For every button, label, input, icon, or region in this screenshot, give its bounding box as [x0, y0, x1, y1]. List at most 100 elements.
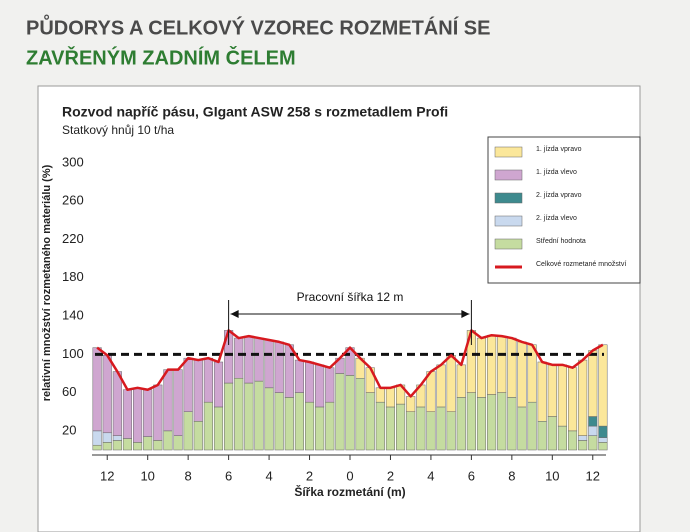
y-axis-label: relativní množství rozmetaného materiálu…: [41, 164, 53, 401]
x-tick-label: 2: [387, 468, 394, 483]
y-tick-label: 220: [62, 231, 84, 246]
bar-segment: [254, 337, 264, 382]
bar-segment: [598, 437, 608, 443]
bar-segment: [567, 367, 578, 432]
x-axis-label: Šířka rozmetání (m): [294, 484, 405, 499]
bar-segment: [426, 411, 436, 451]
bar-segment: [92, 444, 102, 451]
bar-segment: [234, 337, 244, 379]
bar-segment: [537, 361, 547, 422]
heading-line2: ZAVŘENÝM ZADNÍM ČELEM: [26, 45, 296, 69]
bar-segment: [406, 411, 416, 451]
bar-segment: [507, 337, 517, 398]
bar-segment: [213, 361, 224, 408]
y-tick-label: 100: [62, 346, 84, 361]
x-tick-label: 4: [265, 468, 272, 483]
bar-segment: [578, 359, 588, 436]
bar-segment: [497, 392, 507, 451]
bar-segment: [102, 432, 112, 443]
bar-segment: [183, 411, 193, 451]
y-tick-label: 260: [62, 193, 84, 208]
bar-segment: [294, 359, 304, 393]
y-tick-label: 300: [62, 154, 84, 169]
bar-segment: [92, 347, 102, 432]
bar-segment: [224, 382, 234, 451]
x-tick-label: 0: [346, 468, 353, 483]
bar-segment: [122, 438, 133, 451]
bar-segment: [547, 416, 557, 451]
bar-segment: [375, 387, 385, 403]
bar-segment: [497, 335, 507, 393]
bar-segment: [203, 401, 213, 451]
bar-segment: [213, 406, 224, 451]
total-line: [96, 329, 604, 398]
bar-segment: [456, 364, 466, 398]
bar-segment: [163, 369, 173, 432]
x-tick-label: 12: [586, 468, 600, 483]
bar-segment: [304, 401, 315, 451]
chart-subtitle: Statkový hnůj 10 t/ha: [62, 123, 174, 137]
bar-segment: [274, 392, 284, 451]
bar-segment: [325, 401, 335, 451]
y-tick-label: 180: [62, 269, 84, 284]
x-tick-label: 8: [185, 468, 192, 483]
legend-swatch: [494, 169, 523, 181]
bar-segment: [264, 339, 274, 389]
x-tick-label: 10: [140, 468, 154, 483]
bar-segment: [588, 435, 598, 451]
bar-segment: [446, 411, 456, 451]
legend-label: 1. jízda vpravo: [536, 146, 582, 153]
bar-segment: [598, 344, 608, 427]
bar-segment: [446, 355, 456, 412]
bar-segment: [588, 425, 598, 436]
bar-segment: [456, 397, 466, 451]
x-tick-label: 2: [306, 468, 313, 483]
bar-segment: [153, 440, 163, 451]
legend-swatch: [494, 238, 523, 250]
bar-segment: [588, 416, 598, 427]
bar-segment: [355, 378, 365, 451]
legend-label: 1. jízda vlevo: [536, 169, 577, 176]
bar-segment: [122, 389, 133, 439]
legend: [487, 136, 641, 284]
bar-segment: [143, 389, 153, 437]
bar-segment: [133, 442, 143, 451]
y-tick-label: 60: [62, 384, 76, 399]
bar-segment: [112, 435, 122, 441]
bar-segment: [537, 421, 547, 451]
x-tick-label: 10: [545, 468, 559, 483]
bar-segment: [153, 384, 163, 441]
bar-segment: [487, 394, 497, 451]
legend-label: 2. jízda vlevo: [536, 215, 577, 222]
heading-line1: PŮDORYS A CELKOVÝ VZOREC ROZMETÁNÍ SE: [26, 13, 490, 39]
bar-segment: [365, 392, 375, 451]
bar-segment: [466, 392, 476, 451]
bar-segment: [588, 350, 598, 417]
x-tick-label: 12: [100, 468, 114, 483]
bar-segment: [203, 357, 213, 403]
bar-segment: [183, 357, 193, 412]
bar-segment: [578, 435, 588, 441]
bar-segment: [274, 341, 284, 393]
bar-segment: [143, 436, 153, 451]
legend-label: Celkové rozmetané množství: [536, 261, 626, 268]
bar-segment: [133, 387, 143, 443]
bar-segment: [173, 435, 183, 451]
bar-segment: [507, 397, 517, 451]
bar-segment: [92, 430, 102, 446]
bar-segment: [476, 397, 487, 451]
bar-segment: [254, 380, 264, 451]
bar-segment: [487, 334, 497, 395]
bar-segment: [375, 401, 385, 451]
bar-segment: [567, 430, 578, 451]
bar-segment: [436, 364, 446, 408]
bar-segment: [294, 392, 304, 451]
y-tick-label: 140: [62, 308, 84, 323]
annotation-text: Pracovní šířka 12 m: [297, 290, 404, 304]
y-tick-label: 20: [62, 422, 76, 437]
bar-segment: [598, 425, 608, 438]
bar-segment: [557, 364, 567, 427]
bar-segment: [112, 440, 122, 451]
bar-segment: [315, 406, 325, 451]
bar-segment: [325, 367, 335, 403]
